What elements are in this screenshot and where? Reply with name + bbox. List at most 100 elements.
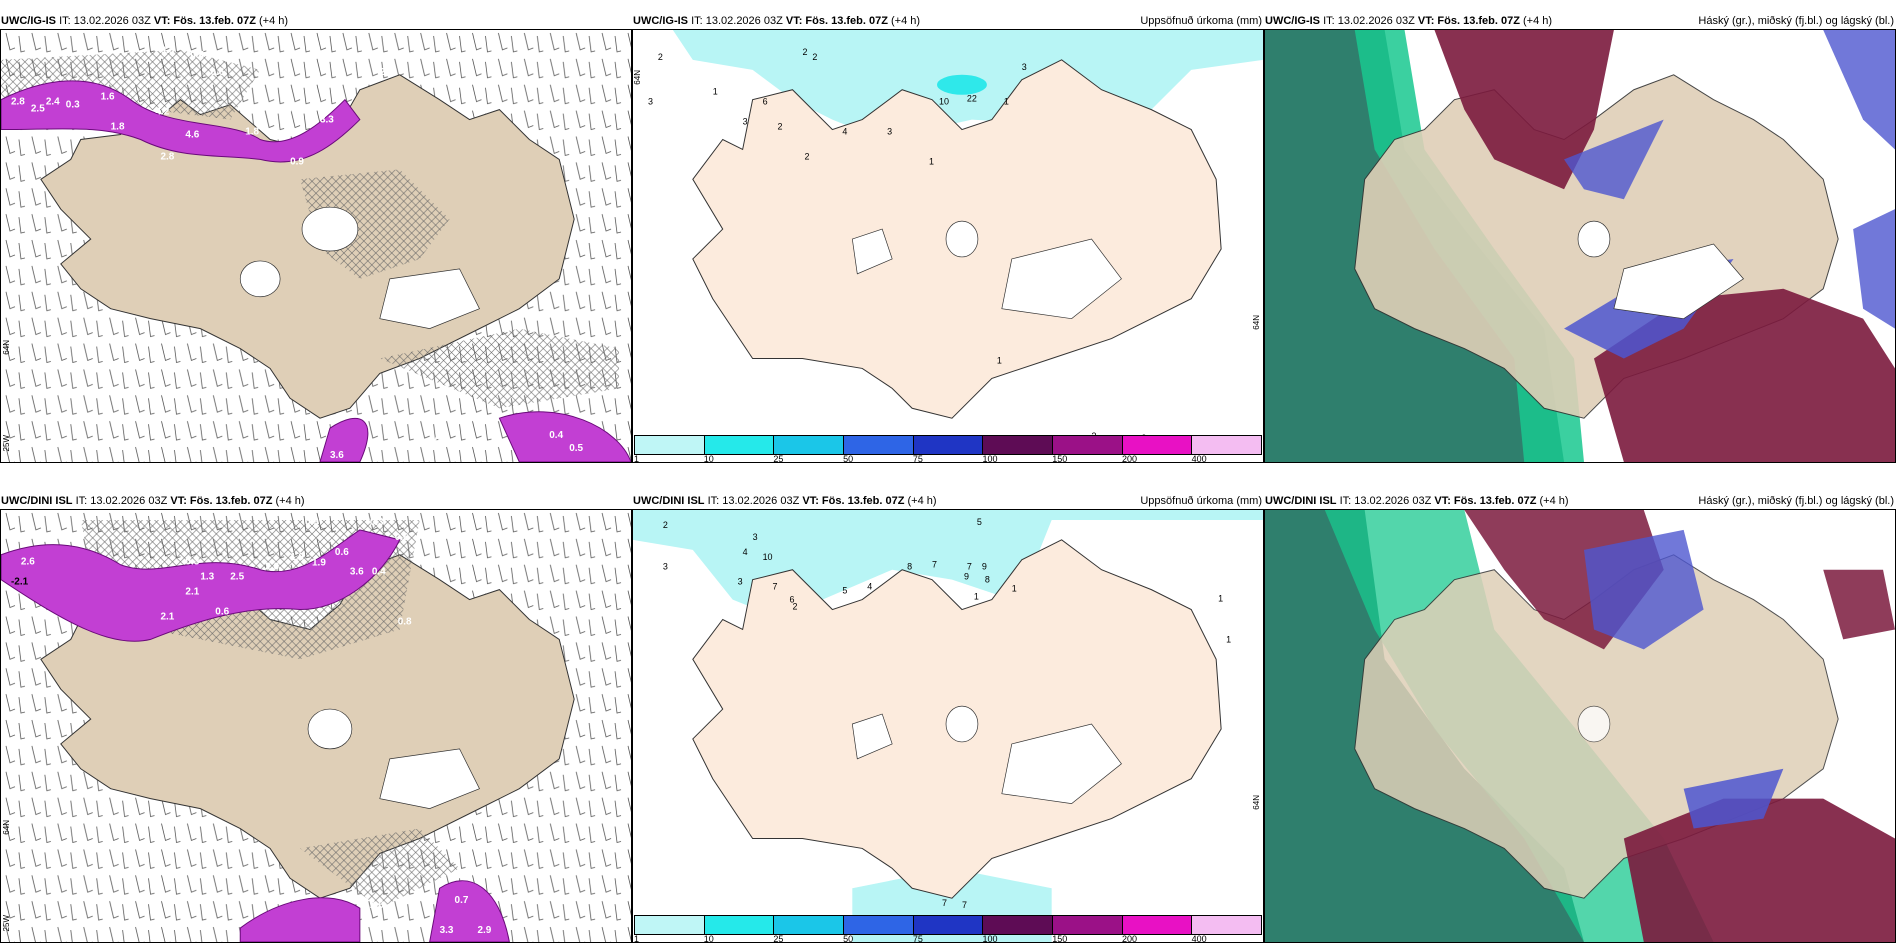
legend-tick: 75 [912,934,923,943]
panel-row2-precip: UWC/DINI ISL IT: 13.02.2026 03Z VT: Fös.… [632,493,1264,943]
wind-label: 0.9 [305,517,319,528]
precip-label: 7 [932,560,937,570]
wind-label: 2.6 [21,557,35,568]
cloud-map-svg [1265,510,1895,942]
precip-label: 4 [867,582,872,592]
wind-label: 0.6 [210,67,224,78]
legend-tick: 1 [634,934,640,943]
legend-swatch [1192,436,1262,454]
precip-map[interactable]: 2 3 3 4 10 3 2 7 6 5 4 8 7 7 8 9 9 1 1 5 [632,509,1264,943]
wind-label: 2.8 [11,97,25,108]
legend-tick: 100 [982,934,998,943]
wind-label: 1.6 [101,92,115,103]
lead-time: (+4 h) [907,495,937,507]
precip-label: 2 [804,151,809,161]
precip-label: 2 [792,602,797,612]
wind-label: 0.3 [370,517,384,528]
precip-label: 10 [939,97,949,107]
lon-label: 25W [2,915,11,932]
wind-label: 2.5 [380,67,394,78]
model-name: UWC/IG-IS [1265,15,1320,27]
legend-tick: 25 [773,934,784,943]
wind-label: 1.9 [312,558,326,569]
wind-label: 2.6 [370,900,384,911]
wind-label: 2.0 [265,562,279,573]
precip-label: 6 [763,97,768,107]
panel-row1-wind: UWC/IG-IS IT: 13.02.2026 03Z VT: Fös. 13… [0,13,632,463]
legend-tick: 50 [843,934,854,943]
legend-tick: 10 [703,454,714,463]
init-time: IT: 13.02.2026 03Z [1339,495,1432,507]
panel-row2-clouds: UWC/DINI ISL IT: 13.02.2026 03Z VT: Fös.… [1264,493,1896,943]
precip-label: 10 [763,552,773,562]
precip-label: 1 [713,87,718,97]
precip-label: 9 [982,562,987,572]
legend-swatch [635,436,705,454]
lead-time: (+4 h) [1523,15,1553,27]
precip-map-svg: 2 2 2 3 1 6 3 4 3 2 1 10 22 1 3 2 3 2 1 [648,30,1263,443]
valid-time: VT: Fös. 13.feb. 07Z [785,15,888,27]
lead-time: (+4 h) [275,495,305,507]
precip-label: 1 [997,355,1002,365]
legend-swatch [635,916,705,934]
legend-tick: 150 [1052,454,1068,463]
wind-label: 0.6 [215,607,229,618]
legend-tick: 200 [1121,934,1137,943]
panel-header: UWC/IG-IS IT: 13.02.2026 03Z VT: Fös. 13… [1,13,630,29]
valid-time: VT: Fös. 13.feb. 07Z [1434,495,1537,507]
cloud-map[interactable] [1264,29,1896,463]
wind-map[interactable]: 2.6 -2.1 0.3 2.5 1.3 2.1 2.0 1.9 1.9 0.6… [0,509,632,943]
lat-label-right: 64N [1252,315,1261,330]
panel-product-title: Uppsöfnuð úrkoma (mm) [1140,495,1262,507]
lead-time: (+4 h) [891,15,921,27]
legend-swatch [844,916,914,934]
legend-tick: 10 [703,934,714,943]
wind-map[interactable]: 2.8 2.5 2.4 0.3 1.6 1.8 4.2 4.6 2.8 1.8 … [0,29,632,463]
precip-label: 6 [790,595,795,605]
wind-label: 3.3 [320,115,334,126]
legend-swatch [1122,916,1193,934]
wind-label: 2.1 [160,611,174,622]
valid-time: VT: Fös. 13.feb. 07Z [153,15,256,27]
precip-label: 2 [663,520,668,530]
wind-label: 0.3 [66,100,80,111]
lat-label-right: 64N [1252,795,1261,810]
wind-label: 0.3 [185,557,199,568]
wind-label: 0.7 [455,895,469,906]
precip-map[interactable]: 2 2 2 3 1 6 3 4 3 2 1 10 22 1 3 2 3 2 1 [632,29,1264,463]
wind-map-svg: 2.6 -2.1 0.3 2.5 1.3 2.1 2.0 1.9 1.9 0.6… [1,510,631,942]
precip-label: 2 [802,47,807,57]
model-name: UWC/DINI ISL [633,495,705,507]
cloud-map[interactable] [1264,509,1896,943]
legend-tick: 50 [843,454,854,463]
init-time: IT: 13.02.2026 03Z [691,15,783,27]
wind-label: 4.6 [185,130,199,141]
precip-label: 1 [1004,97,1009,107]
wind-label: 2.1 [185,587,199,598]
wind-label: 0.6 [335,547,349,558]
panel-header: UWC/IG-IS IT: 13.02.2026 03Z VT: Fös. 13… [1265,13,1894,29]
wind-label: 0.5 [160,45,174,56]
legend-tick: 400 [1191,934,1207,943]
panel-row1-clouds: UWC/IG-IS IT: 13.02.2026 03Z VT: Fös. 13… [1264,13,1896,463]
precip-label: 1 [1012,584,1017,594]
wind-label: 1.3 [200,572,214,583]
panel-row1-precip: UWC/IG-IS IT: 13.02.2026 03Z VT: Fös. 13… [632,13,1264,463]
wind-label: 0.8 [398,616,412,627]
legend-tick: 1 [634,454,640,463]
legend-swatch [844,436,914,454]
panel-header: UWC/DINI ISL IT: 13.02.2026 03Z VT: Fös.… [1265,493,1894,509]
init-time: IT: 13.02.2026 03Z [1323,15,1415,27]
panel-product-title: Uppsöfnuð úrkoma (mm) [1140,15,1262,27]
precip-label: 1 [974,592,979,602]
legend-tick: 200 [1121,454,1137,463]
legend-swatch [1192,916,1262,934]
lead-time: (+4 h) [259,15,289,27]
model-name: UWC/IG-IS [633,15,688,27]
init-time: IT: 13.02.2026 03Z [75,495,168,507]
legend-bar [634,435,1262,455]
legend-tick: 150 [1052,934,1068,943]
wind-label: 1.7 [280,104,294,115]
precip-label: 5 [842,586,847,596]
wind-label: 3.3 [440,925,454,936]
